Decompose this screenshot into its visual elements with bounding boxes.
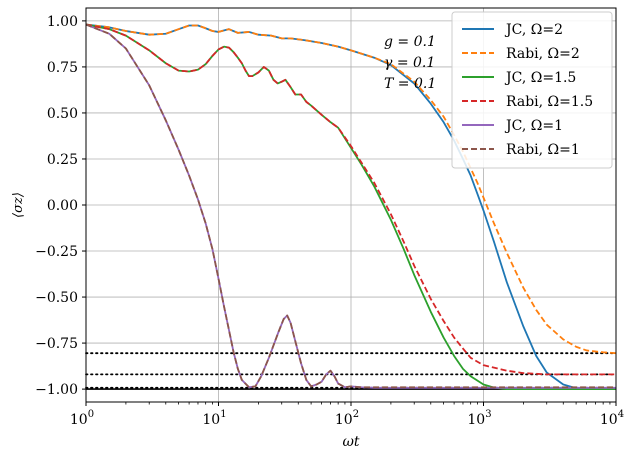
y-tick-label: −0.50 [35,290,78,306]
x-tick-label: 103 [467,409,491,428]
y-axis-label: ⟨σz⟩ [11,192,26,218]
legend-label: Rabi, Ω=1 [506,142,580,158]
legend-label: JC, Ω=2 [504,22,563,38]
y-tick-label: 0.25 [47,152,78,168]
axis-ticks: 100 101 102 103 104 1.00 0.75 0.50 0.25 0.00 −0.25… [35,14,624,428]
series-line [85,23,616,389]
series-lines [85,23,617,391]
series-line [85,23,617,355]
annotation-temperature: T = 0.1 [384,76,436,92]
legend-label: Rabi, Ω=1.5 [506,94,593,110]
annotation-g: g = 0.1 [384,34,436,50]
x-tick-label: 100 [70,409,94,428]
y-tick-label: 0.50 [47,106,78,122]
legend-label: JC, Ω=1.5 [504,70,576,86]
parameter-annotations: g = 0.1 γ = 0.1 T = 0.1 [384,34,436,92]
y-tick-label: −0.25 [35,244,78,260]
legend-label: JC, Ω=1 [504,118,563,134]
annotation-gamma: γ = 0.1 [384,55,435,71]
y-tick-label: −1.00 [35,382,78,398]
legend-box [451,11,613,169]
x-tick-label: 101 [202,409,226,428]
y-tick-label: 1.00 [47,14,78,30]
y-tick-label: 0.75 [47,60,78,76]
y-tick-label: −0.75 [35,336,78,352]
series-line [85,23,616,376]
x-tick-label: 104 [600,409,624,428]
legend-label: Rabi, Ω=2 [506,46,580,62]
x-axis-label: ωt [342,434,359,449]
x-tick-label: 102 [335,409,359,428]
y-tick-label: 0.00 [47,198,78,214]
legend: JC, Ω=2 Rabi, Ω=2 JC, Ω=1.5 Rabi, Ω=1.5 JC, … [451,11,613,169]
